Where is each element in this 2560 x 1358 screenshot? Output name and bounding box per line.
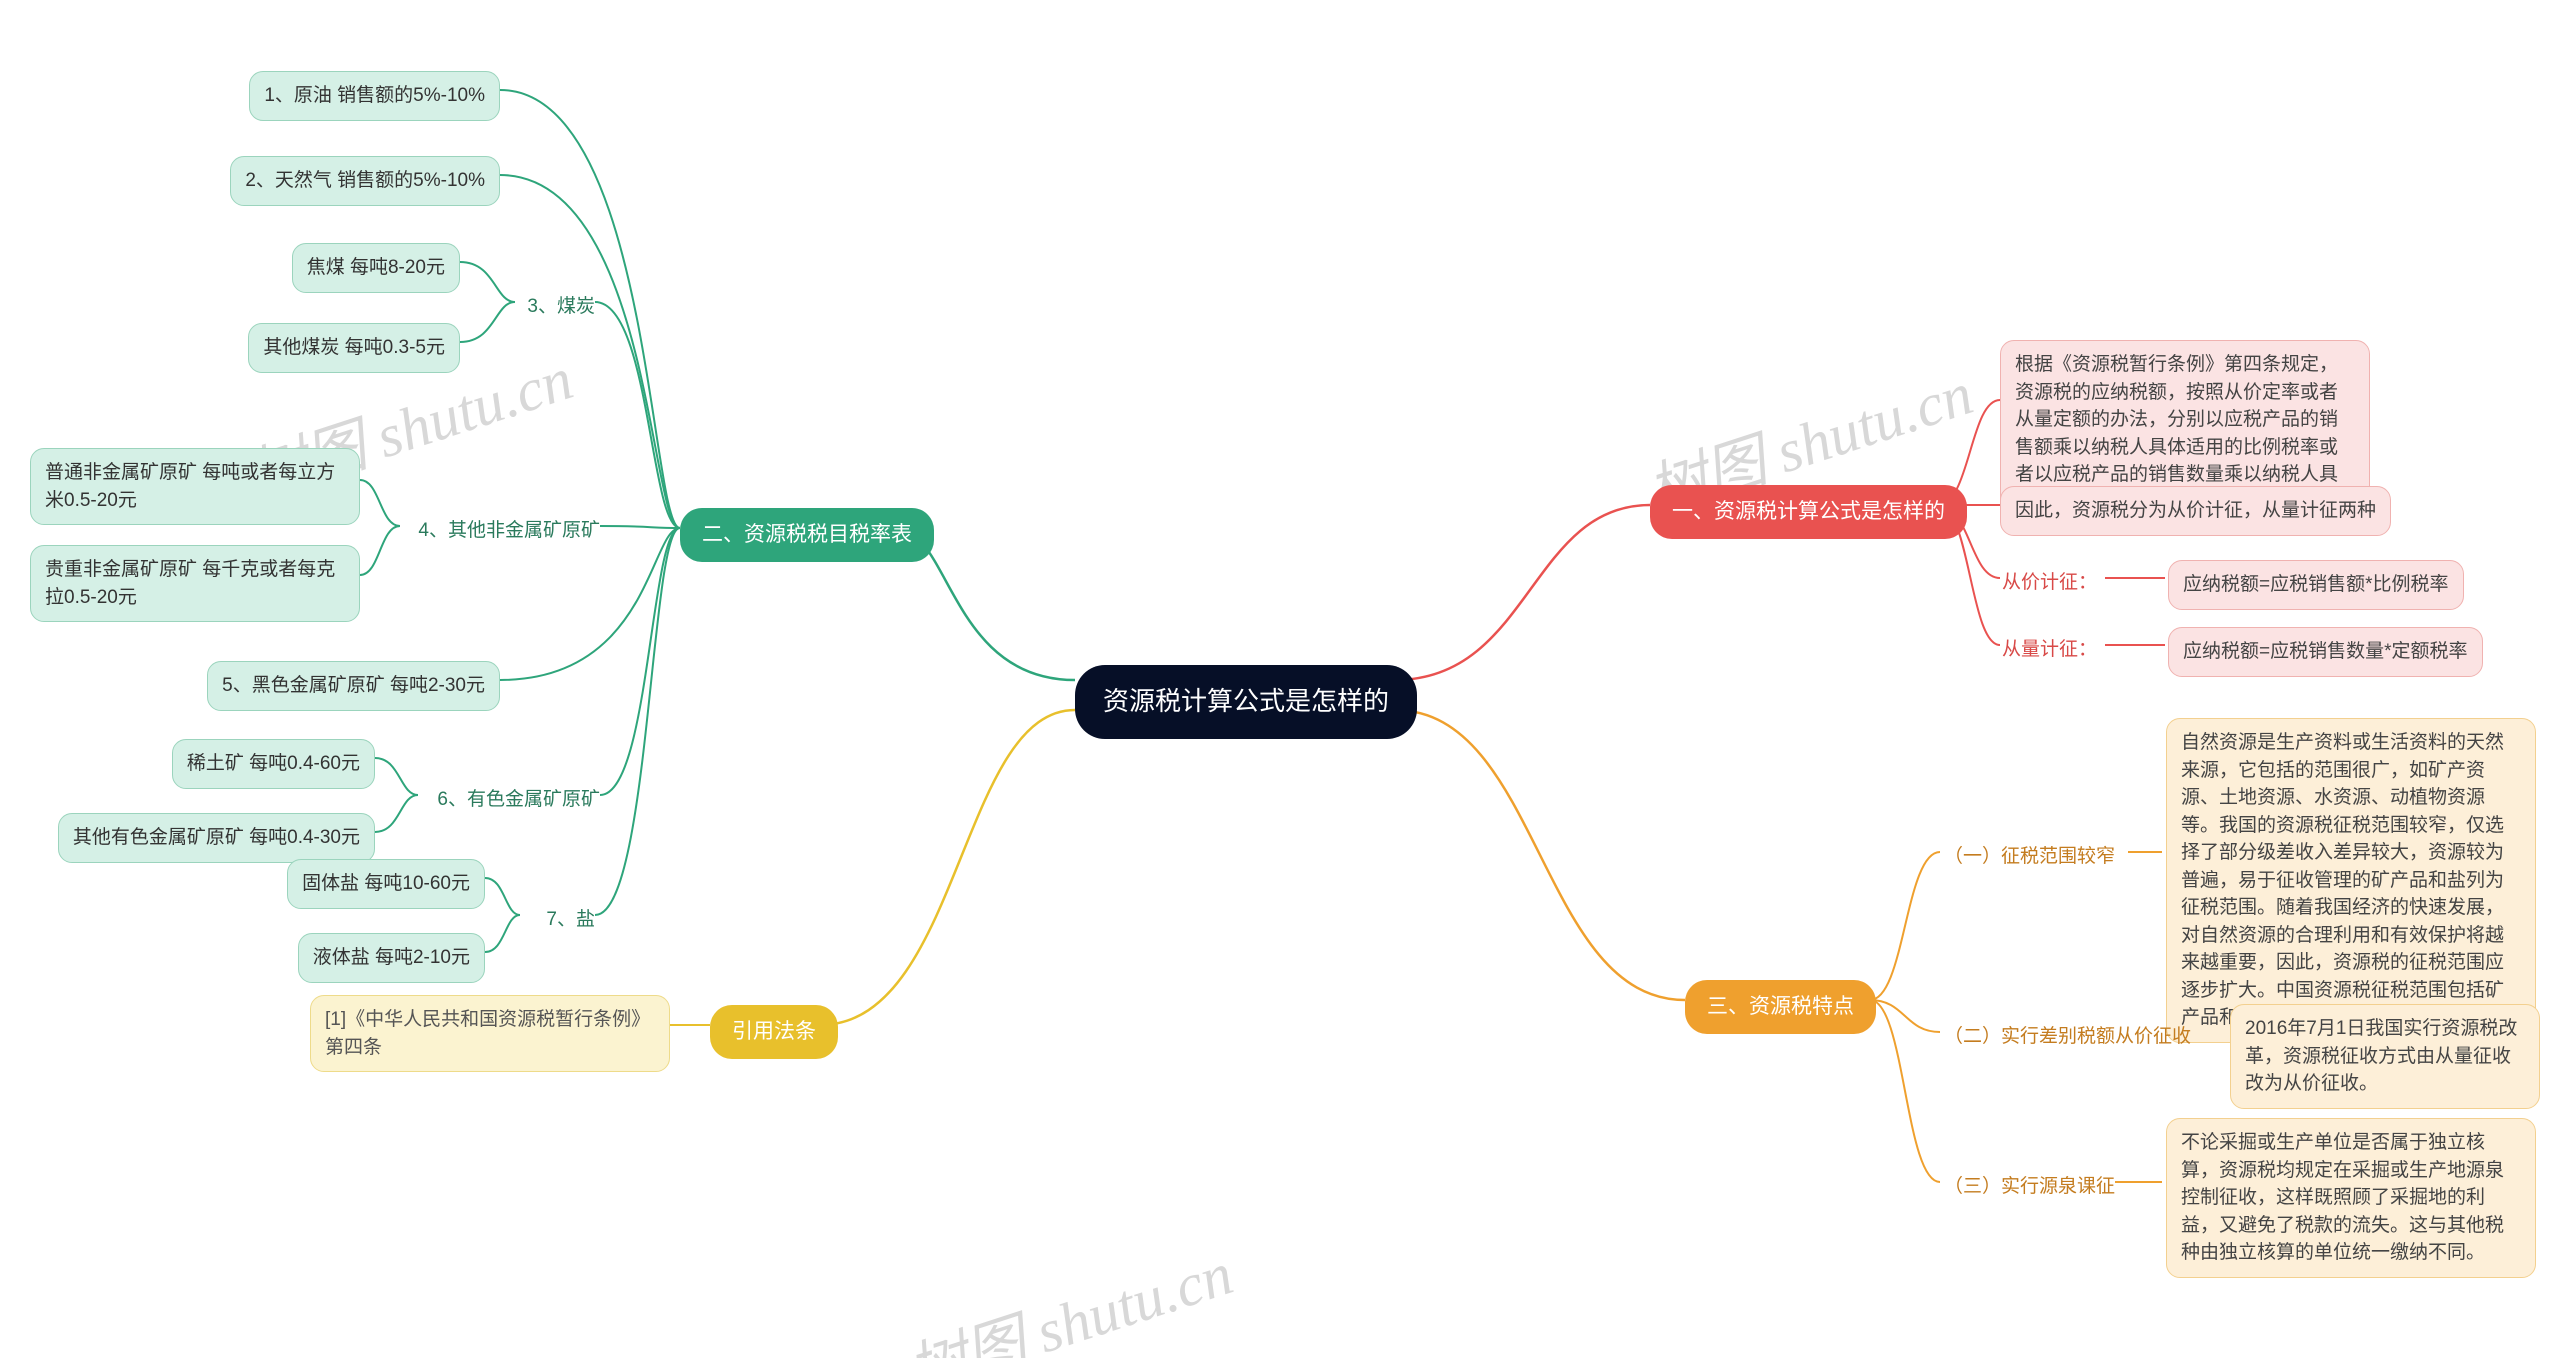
branch-3-a-text: 自然资源是生产资料或生活资料的天然来源，它包括的范围很广，如矿产资源、土地资源、… xyxy=(2166,718,2536,1043)
mindmap-canvas: 树图 shutu.cn 树图 shutu.cn 树图 shutu.cn xyxy=(0,0,2560,1358)
central-topic: 资源税计算公式是怎样的 xyxy=(1075,665,1417,739)
branch-2-i3-a: 焦煤 每吨8-20元 xyxy=(292,243,460,293)
branch-2-i5: 5、黑色金属矿原矿 每吨2-30元 xyxy=(207,661,500,711)
branch-2-i6-label: 6、有色金属矿原矿 xyxy=(437,782,600,818)
branch-2: 二、资源税税目税率表 xyxy=(680,508,934,562)
branch-4-text: [1]《中华人民共和国资源税暂行条例》 第四条 xyxy=(310,995,670,1072)
branch-3-a-label: （一）征税范围较窄 xyxy=(1944,839,2115,875)
branch-2-i7-a: 固体盐 每吨10-60元 xyxy=(287,859,485,909)
branch-3-b-text: 2016年7月1日我国实行资源税改革，资源税征收方式由从量征收改为从价征收。 xyxy=(2230,1004,2540,1109)
branch-2-i6-b: 其他有色金属矿原矿 每吨0.4-30元 xyxy=(58,813,375,863)
branch-1-d-label: 从量计征： xyxy=(2002,632,2097,668)
branch-1-note-b: 因此，资源税分为从价计征，从量计征两种 xyxy=(2000,486,2391,536)
branch-1-c-formula: 应纳税额=应税销售额*比例税率 xyxy=(2168,560,2464,610)
branch-2-i4-b: 贵重非金属矿原矿 每千克或者每克拉0.5-20元 xyxy=(30,545,360,622)
branch-2-i1: 1、原油 销售额的5%-10% xyxy=(249,71,500,121)
branch-1: 一、资源税计算公式是怎样的 xyxy=(1650,485,1967,539)
branch-3-b-label: （二）实行差别税额从价征收 xyxy=(1944,1019,2191,1055)
watermark: 树图 shutu.cn xyxy=(895,1225,1242,1358)
branch-2-i4-label: 4、其他非金属矿原矿 xyxy=(418,513,600,549)
branch-2-i3-b: 其他煤炭 每吨0.3-5元 xyxy=(248,323,460,373)
branch-1-d-formula: 应纳税额=应税销售数量*定额税率 xyxy=(2168,627,2483,677)
branch-1-c-label: 从价计征： xyxy=(2002,565,2097,601)
branch-2-i3-label: 3、煤炭 xyxy=(527,289,595,325)
branch-2-i6-a: 稀土矿 每吨0.4-60元 xyxy=(172,739,375,789)
branch-2-i7-b: 液体盐 每吨2-10元 xyxy=(298,933,485,983)
branch-3-c-text: 不论采掘或生产单位是否属于独立核算，资源税均规定在采掘或生产地源泉控制征收，这样… xyxy=(2166,1118,2536,1278)
branch-4: 引用法条 xyxy=(710,1005,838,1059)
branch-2-i4-a: 普通非金属矿原矿 每吨或者每立方米0.5-20元 xyxy=(30,448,360,525)
branch-3-c-label: （三）实行源泉课征 xyxy=(1944,1169,2115,1205)
branch-2-i2: 2、天然气 销售额的5%-10% xyxy=(230,156,500,206)
branch-2-i7-label: 7、盐 xyxy=(546,902,595,938)
branch-3: 三、资源税特点 xyxy=(1685,980,1876,1034)
